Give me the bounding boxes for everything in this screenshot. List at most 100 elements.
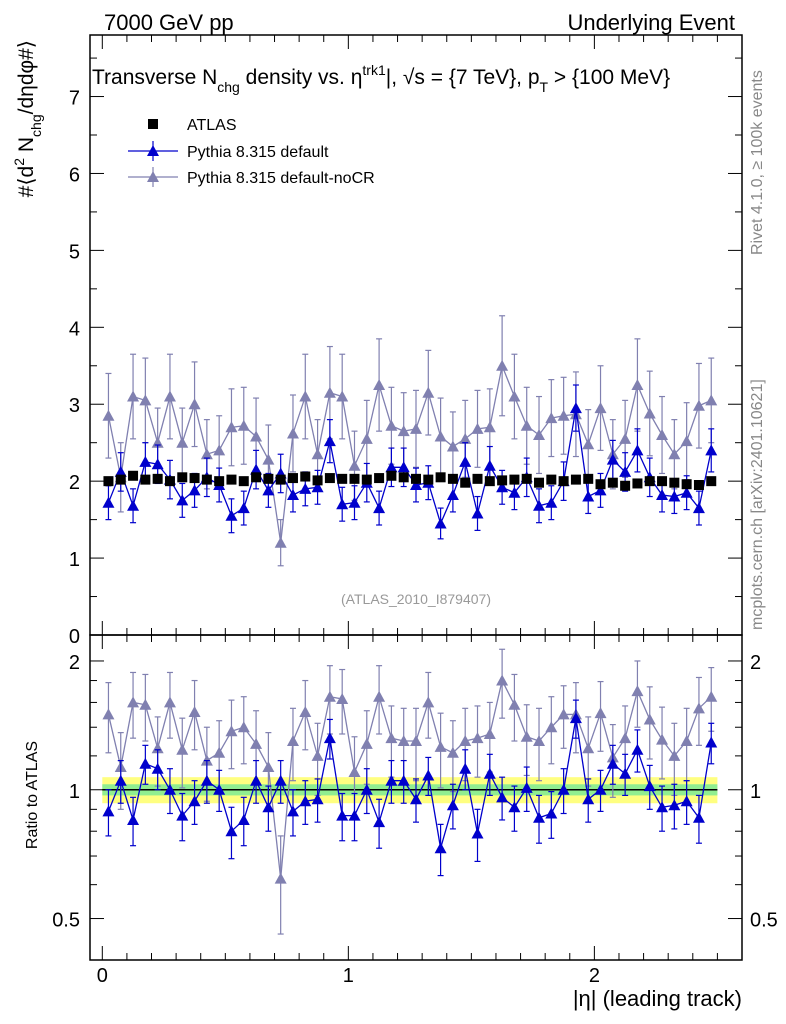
- ratio-point: [311, 793, 324, 805]
- data-point: [656, 489, 669, 500]
- upper-ytick-label: 2: [69, 472, 80, 494]
- ratio-point: [274, 774, 287, 786]
- ratio-point: [237, 813, 250, 825]
- ratio-point: [569, 712, 582, 724]
- data-point: [508, 390, 521, 402]
- ratio-point: [434, 740, 447, 752]
- data-point: [668, 490, 681, 502]
- ratio-point: [397, 774, 410, 786]
- data-point: [324, 473, 335, 484]
- ratio-point: [533, 735, 546, 747]
- data-point: [139, 394, 152, 406]
- ratio-point: [643, 713, 656, 725]
- upper-ytick-label: 1: [69, 549, 80, 571]
- data-point: [262, 484, 275, 496]
- xtick-label: 0: [97, 965, 108, 987]
- data-point: [632, 478, 643, 489]
- data-point: [446, 440, 459, 452]
- ratio-point: [176, 743, 189, 755]
- ratio-point: [656, 801, 669, 813]
- ratio-point: [410, 735, 422, 747]
- data-point: [582, 438, 595, 450]
- data-point: [263, 473, 274, 484]
- ratio-point: [483, 727, 496, 739]
- data-point: [631, 379, 644, 390]
- data-point: [336, 498, 349, 510]
- ratio-point: [422, 696, 435, 708]
- data-point: [360, 432, 373, 444]
- header-left: 7000 GeV pp: [104, 10, 234, 35]
- data-point: [496, 359, 509, 371]
- rivet-label: Rivet 4.1.0, ≥ 100k events: [749, 70, 766, 255]
- title-part-2: density vs. η: [240, 66, 363, 89]
- ratio-point: [557, 708, 570, 720]
- xlabel: |η| (leading track): [573, 986, 742, 1011]
- upper-ylabel: #⟨d2 Nchg/dηdφ#⟩: [11, 40, 44, 197]
- ratio-point: [373, 690, 386, 702]
- data-point: [594, 484, 607, 496]
- ratio-point: [557, 783, 570, 795]
- data-point: [459, 432, 472, 444]
- ratio-point: [213, 746, 226, 758]
- data-point: [176, 494, 189, 506]
- data-point: [300, 471, 311, 482]
- data-point: [446, 489, 459, 500]
- data-point: [152, 473, 163, 484]
- title-sup-trk1: trk1: [362, 62, 386, 78]
- title-sub-chg: chg: [217, 79, 240, 95]
- data-point: [115, 474, 126, 485]
- data-point: [373, 502, 386, 514]
- ratio-point: [225, 825, 238, 837]
- data-point: [337, 473, 348, 484]
- lower-ytick-label: 2: [69, 652, 80, 674]
- ratio-point: [336, 692, 349, 704]
- ratio-point: [250, 774, 263, 786]
- data-point: [151, 458, 164, 470]
- data-point: [237, 502, 250, 514]
- ratio-point: [360, 783, 373, 795]
- ratio-point: [151, 762, 164, 774]
- data-point: [483, 421, 496, 433]
- data-point: [484, 476, 495, 487]
- ratio-point: [496, 674, 509, 686]
- legend: ATLAS Pythia 8.315 default Pythia 8.315 de…: [128, 117, 375, 187]
- upper-panel: 0 1 2 3 4 5 6 7 Transverse Nchg density vs. ηtr…: [11, 34, 743, 648]
- data-point: [669, 477, 680, 488]
- ratio-point: [348, 766, 361, 778]
- ratio-point: [262, 761, 275, 773]
- ratio-point: [176, 809, 189, 821]
- data-point: [472, 473, 483, 484]
- ratio-point: [323, 732, 336, 744]
- ratio-point: [594, 783, 607, 795]
- data-point: [582, 490, 595, 502]
- data-point: [692, 399, 705, 411]
- data-point: [385, 419, 398, 431]
- data-point: [668, 448, 681, 460]
- data-point: [114, 465, 127, 477]
- data-point: [188, 484, 201, 496]
- ratio-point: [299, 705, 312, 717]
- ratio-point: [237, 721, 250, 733]
- data-point: [447, 473, 458, 484]
- ratio-point: [422, 769, 435, 781]
- ratio-point: [692, 702, 705, 714]
- data-point: [200, 448, 213, 460]
- upper-ytick-label: 4: [69, 318, 80, 340]
- data-point: [471, 422, 484, 434]
- data-point: [545, 412, 558, 424]
- series-line: [107, 363, 712, 543]
- data-point: [188, 398, 201, 410]
- ratio-point: [188, 705, 201, 717]
- data-point: [286, 427, 299, 439]
- data-point: [299, 482, 312, 494]
- data-point: [312, 475, 323, 486]
- data-point: [410, 479, 422, 490]
- series-pythia-8-315-default-nocr: [102, 315, 718, 567]
- data-point: [546, 474, 557, 485]
- data-point: [569, 402, 582, 414]
- data-point: [286, 489, 299, 500]
- ratio-point: [139, 757, 152, 769]
- data-point: [398, 472, 409, 483]
- ratio-point: [397, 735, 410, 747]
- data-point: [163, 390, 176, 402]
